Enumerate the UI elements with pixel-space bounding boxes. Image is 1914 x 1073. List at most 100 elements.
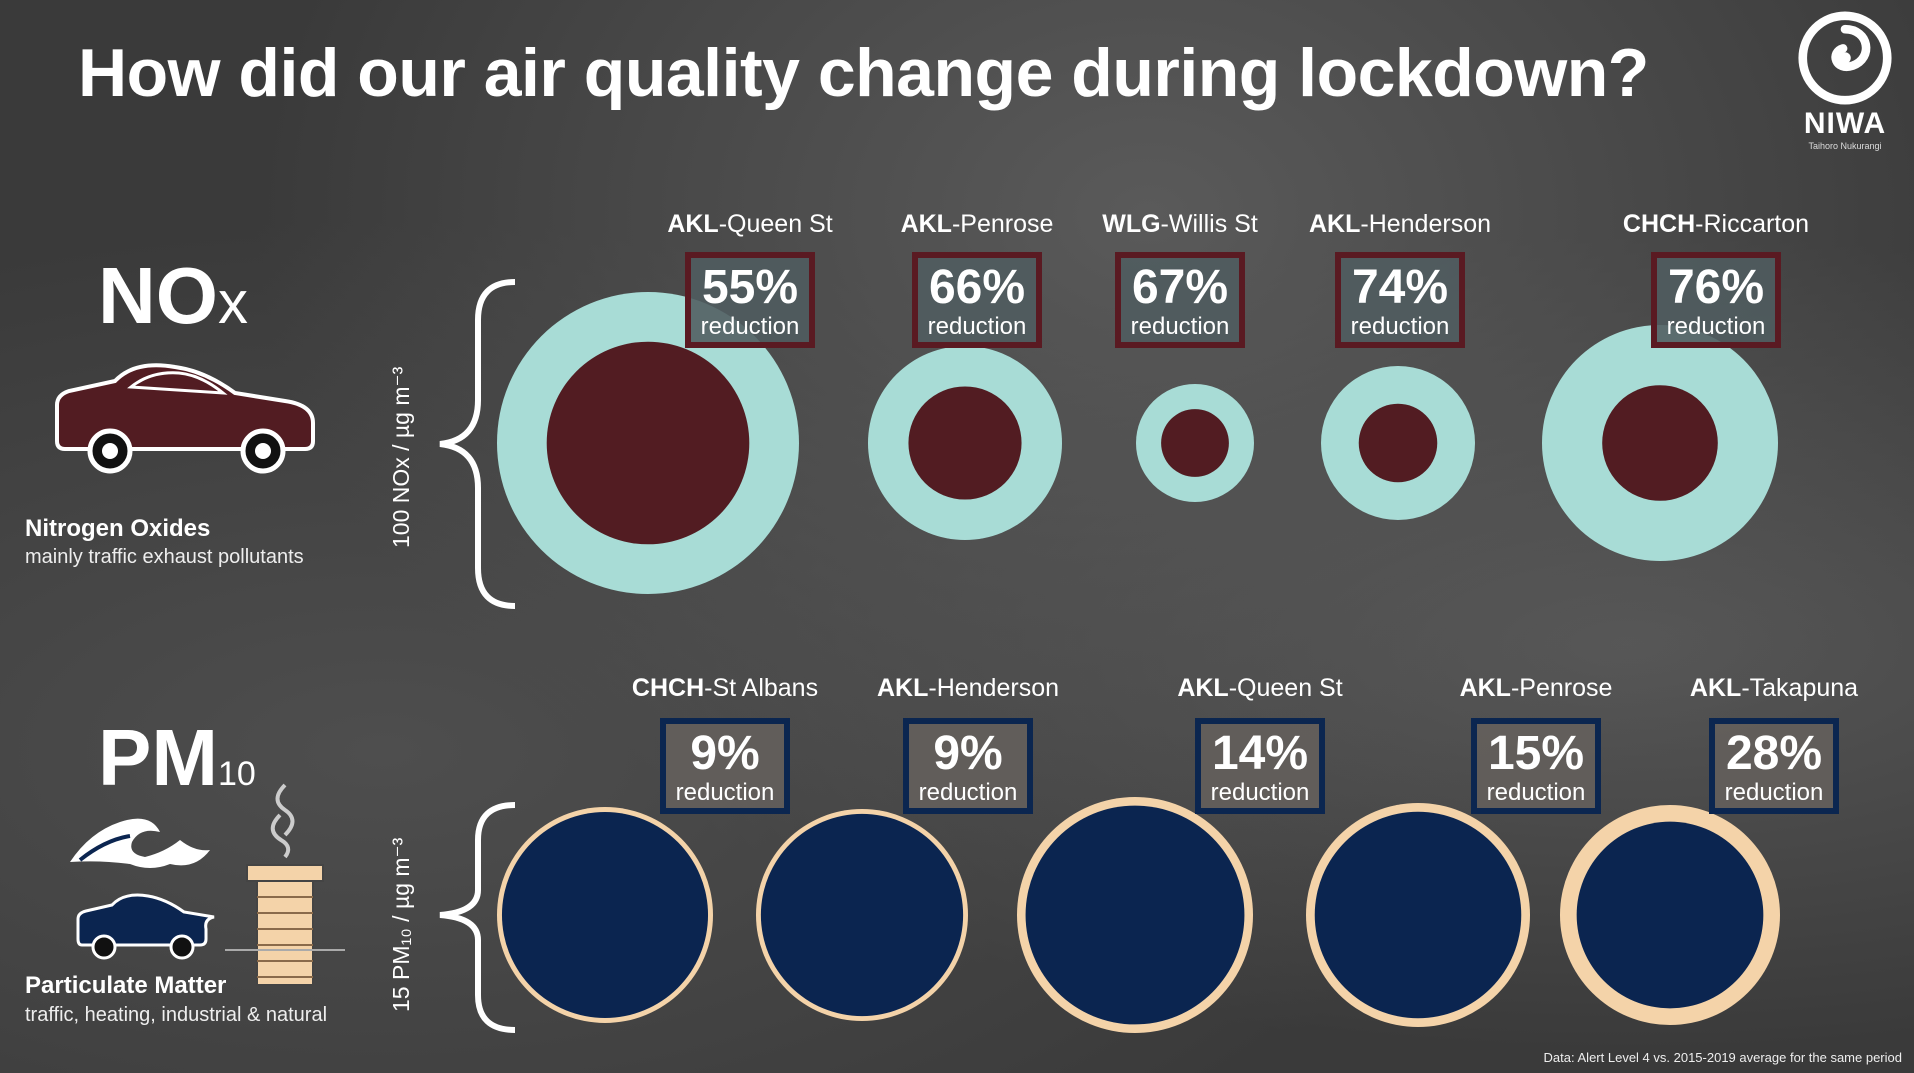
pm-symbol-text: PM bbox=[98, 713, 218, 802]
nox-bubble-lockdown-2 bbox=[1161, 409, 1229, 477]
nox-site-label-0: AKL-Queen St bbox=[667, 210, 832, 239]
reduction-value: 76% bbox=[1667, 261, 1765, 314]
pm-reduction-card-2: 14% reduction bbox=[1195, 718, 1325, 814]
pm-bubble-lockdown-4 bbox=[1576, 821, 1764, 1009]
site-region: AKL bbox=[667, 210, 719, 238]
nox-bubble-lockdown-3 bbox=[1358, 403, 1438, 483]
reduction-label: reduction bbox=[1130, 313, 1230, 340]
pm-description: traffic, heating, industrial & natural bbox=[25, 1004, 328, 1026]
site-name: -Penrose bbox=[951, 210, 1054, 238]
nox-bubble-before-2 bbox=[1136, 384, 1254, 502]
pm-reduction-card-3: 15% reduction bbox=[1471, 718, 1601, 814]
reduction-label: reduction bbox=[700, 313, 800, 340]
pm-bubble-before-1 bbox=[756, 809, 968, 1021]
pm-bubble-before-0 bbox=[497, 807, 713, 1023]
pm-symbol: PM10 bbox=[98, 712, 256, 804]
nox-symbol-suffix: x bbox=[218, 269, 248, 336]
site-name: -Riccarton bbox=[1695, 210, 1810, 238]
nox-bubble-lockdown-1 bbox=[908, 386, 1022, 500]
reduction-label: reduction bbox=[1350, 313, 1450, 340]
reduction-label: reduction bbox=[1486, 779, 1586, 806]
pm-name: Particulate Matter bbox=[25, 972, 227, 999]
chimney-icon bbox=[225, 783, 345, 986]
reduction-value: 9% bbox=[690, 727, 760, 780]
wave-icon bbox=[70, 818, 210, 868]
nox-bubble-before-4 bbox=[1542, 325, 1778, 561]
logo-brand: NIWA bbox=[1803, 107, 1887, 140]
pm-bubble-lockdown-0 bbox=[501, 811, 709, 1019]
site-name: -Henderson bbox=[928, 674, 1060, 702]
reduction-value: 74% bbox=[1351, 261, 1449, 314]
site-name: -Penrose bbox=[1510, 674, 1613, 702]
nox-bubble-lockdown-4 bbox=[1602, 385, 1718, 501]
site-name: -St Albans bbox=[704, 674, 819, 702]
pm-reduction-card-4: 28% reduction bbox=[1709, 718, 1839, 814]
reduction-value: 28% bbox=[1725, 727, 1823, 780]
nox-site-label-3: AKL-Henderson bbox=[1309, 210, 1491, 239]
site-region: WLG bbox=[1102, 210, 1161, 238]
nox-bubble-lockdown-0 bbox=[546, 341, 750, 545]
pm-bubble-before-2 bbox=[1017, 797, 1253, 1033]
site-region: AKL bbox=[876, 674, 929, 702]
site-name: -Henderson bbox=[1360, 210, 1492, 238]
nox-bubble-before-1 bbox=[868, 346, 1062, 540]
pm-bubble-lockdown-2 bbox=[1025, 805, 1245, 1025]
site-name: -Queen St bbox=[718, 210, 833, 238]
reduction-value: 15% bbox=[1487, 727, 1585, 780]
nox-car-icon bbox=[55, 363, 315, 474]
pm-car-icon bbox=[76, 893, 215, 960]
pm-bubble-before-3 bbox=[1306, 803, 1530, 1027]
logo-subtitle: Taihoro Nukurangi bbox=[1808, 141, 1882, 151]
nox-reduction-card-4: 76% reduction bbox=[1651, 252, 1781, 348]
reduction-label: reduction bbox=[1666, 313, 1766, 340]
pm-site-label-3: AKL-Penrose bbox=[1460, 674, 1613, 703]
site-region: AKL bbox=[1689, 674, 1742, 702]
site-region: AKL bbox=[900, 210, 952, 238]
site-region: CHCH bbox=[631, 674, 705, 702]
reduction-label: reduction bbox=[675, 779, 775, 806]
pm-site-label-0: CHCH-St Albans bbox=[632, 674, 818, 703]
reduction-label: reduction bbox=[918, 779, 1018, 806]
nox-axis-label: 100 NOx / µg m⁻³ bbox=[388, 366, 414, 548]
nox-site-label-2: WLG-Willis St bbox=[1102, 210, 1258, 239]
site-region: AKL bbox=[1177, 674, 1229, 702]
site-region: AKL bbox=[1459, 674, 1511, 702]
site-name: -Takapuna bbox=[1741, 674, 1859, 702]
pm-reduction-card-0: 9% reduction bbox=[660, 718, 790, 814]
reduction-value: 14% bbox=[1211, 727, 1309, 780]
reduction-label: reduction bbox=[1210, 779, 1310, 806]
site-name: -Willis St bbox=[1160, 210, 1258, 238]
nox-site-label-4: CHCH-Riccarton bbox=[1623, 210, 1809, 239]
pm-symbol-suffix: 10 bbox=[218, 755, 256, 793]
site-region: AKL bbox=[1308, 210, 1361, 238]
site-region: CHCH bbox=[1622, 210, 1696, 238]
footnote: Data: Alert Level 4 vs. 2015-2019 averag… bbox=[1543, 1050, 1902, 1065]
reduction-value: 55% bbox=[701, 261, 799, 314]
pm-site-label-4: AKL-Takapuna bbox=[1690, 674, 1858, 703]
pm-bubble-before-4 bbox=[1560, 805, 1780, 1025]
pm-site-label-1: AKL-Henderson bbox=[877, 674, 1059, 703]
reduction-value: 9% bbox=[933, 727, 1003, 780]
nox-reduction-card-1: 66% reduction bbox=[912, 252, 1042, 348]
site-name: -Queen St bbox=[1228, 674, 1343, 702]
nox-site-label-1: AKL-Penrose bbox=[901, 210, 1054, 239]
reduction-label: reduction bbox=[927, 313, 1027, 340]
niwa-swirl-icon bbox=[1798, 11, 1892, 105]
pm-axis-label: 15 PM₁₀ / µg m⁻³ bbox=[388, 837, 414, 1012]
nox-reduction-card-2: 67% reduction bbox=[1115, 252, 1245, 348]
nox-symbol: NOx bbox=[98, 250, 248, 342]
reduction-value: 67% bbox=[1131, 261, 1229, 314]
reduction-label: reduction bbox=[1724, 779, 1824, 806]
pm-site-label-2: AKL-Queen St bbox=[1177, 674, 1342, 703]
pm-bubble-lockdown-3 bbox=[1314, 811, 1522, 1019]
nox-brace bbox=[439, 279, 516, 609]
niwa-logo: NIWA Taihoro Nukurangi bbox=[1790, 10, 1900, 151]
nox-reduction-card-0: 55% reduction bbox=[685, 252, 815, 348]
page-title: How did our air quality change during lo… bbox=[78, 35, 1649, 111]
reduction-value: 66% bbox=[928, 261, 1026, 314]
nox-bubble-before-3 bbox=[1321, 366, 1475, 520]
bubbles-layer bbox=[497, 292, 1780, 1033]
nox-symbol-text: NO bbox=[98, 251, 218, 340]
nox-description: mainly traffic exhaust pollutants bbox=[25, 546, 304, 568]
